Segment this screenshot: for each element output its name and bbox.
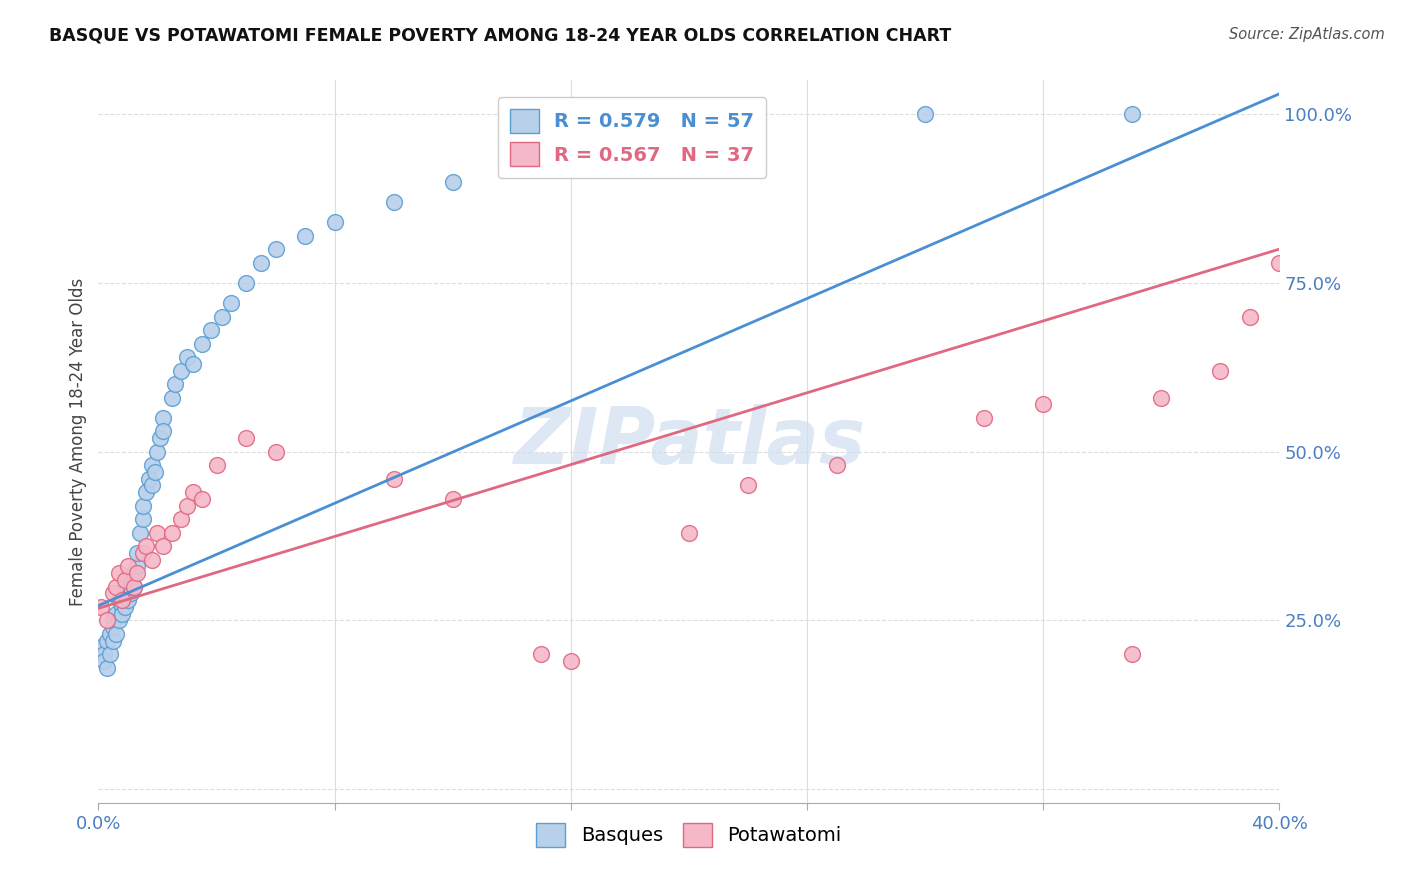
Point: [141, 552, 163, 566]
Point: [176, 499, 198, 513]
Text: Source: ZipAtlas.com: Source: ZipAtlas.com: [1229, 27, 1385, 42]
Point: [176, 350, 198, 364]
Point: [135, 485, 157, 500]
Point: [108, 593, 131, 607]
Point: [114, 599, 136, 614]
Point: [105, 627, 128, 641]
Point: [221, 296, 243, 310]
Point: [441, 175, 464, 189]
Point: [103, 614, 125, 628]
Point: [1239, 310, 1261, 324]
Point: [96, 614, 118, 628]
Point: [143, 465, 166, 479]
Point: [96, 661, 118, 675]
Point: [141, 478, 163, 492]
Point: [93, 654, 115, 668]
Point: [141, 458, 163, 472]
Point: [1209, 364, 1232, 378]
Point: [200, 323, 222, 337]
Point: [737, 478, 759, 492]
Point: [111, 607, 134, 621]
Point: [560, 654, 582, 668]
Point: [122, 580, 145, 594]
Point: [135, 539, 157, 553]
Point: [1121, 107, 1143, 121]
Point: [382, 194, 405, 209]
Point: [117, 559, 139, 574]
Point: [162, 525, 183, 540]
Point: [146, 444, 169, 458]
Point: [132, 499, 155, 513]
Point: [103, 633, 125, 648]
Point: [152, 539, 174, 553]
Point: [181, 357, 204, 371]
Point: [152, 411, 174, 425]
Point: [235, 431, 257, 445]
Point: [191, 491, 214, 506]
Point: [114, 573, 136, 587]
Point: [120, 586, 142, 600]
Legend: Basques, Potawatomi: Basques, Potawatomi: [529, 815, 849, 855]
Point: [125, 559, 148, 574]
Point: [264, 242, 287, 256]
Point: [162, 391, 183, 405]
Point: [825, 458, 848, 472]
Point: [170, 364, 193, 378]
Text: ZIPatlas: ZIPatlas: [513, 403, 865, 480]
Point: [125, 566, 148, 581]
Point: [1268, 255, 1291, 269]
Point: [530, 647, 553, 661]
Point: [98, 627, 121, 641]
Point: [181, 485, 204, 500]
Point: [105, 580, 128, 594]
Point: [96, 633, 118, 648]
Point: [122, 566, 145, 581]
Point: [914, 107, 936, 121]
Point: [125, 546, 148, 560]
Point: [138, 472, 160, 486]
Point: [205, 458, 228, 472]
Y-axis label: Female Poverty Among 18-24 Year Olds: Female Poverty Among 18-24 Year Olds: [69, 277, 87, 606]
Point: [1150, 391, 1173, 405]
Point: [264, 444, 287, 458]
Point: [152, 425, 174, 439]
Point: [117, 593, 139, 607]
Point: [108, 566, 131, 581]
Point: [122, 580, 145, 594]
Point: [90, 599, 112, 614]
Point: [382, 472, 405, 486]
Point: [103, 586, 125, 600]
Point: [191, 336, 214, 351]
Point: [111, 593, 134, 607]
Point: [149, 431, 172, 445]
Point: [1032, 397, 1054, 411]
Point: [103, 620, 125, 634]
Point: [235, 276, 257, 290]
Point: [93, 647, 115, 661]
Point: [132, 512, 155, 526]
Point: [146, 525, 169, 540]
Point: [114, 586, 136, 600]
Point: [120, 580, 142, 594]
Point: [973, 411, 995, 425]
Point: [111, 599, 134, 614]
Point: [211, 310, 233, 324]
Point: [128, 525, 150, 540]
Point: [323, 215, 346, 229]
Point: [170, 512, 193, 526]
Point: [678, 525, 700, 540]
Point: [132, 546, 155, 560]
Point: [108, 614, 131, 628]
Point: [117, 573, 139, 587]
Point: [1121, 647, 1143, 661]
Point: [114, 580, 136, 594]
Point: [105, 607, 128, 621]
Point: [165, 377, 187, 392]
Point: [90, 640, 112, 655]
Point: [294, 228, 316, 243]
Point: [250, 255, 273, 269]
Point: [98, 647, 121, 661]
Text: BASQUE VS POTAWATOMI FEMALE POVERTY AMONG 18-24 YEAR OLDS CORRELATION CHART: BASQUE VS POTAWATOMI FEMALE POVERTY AMON…: [49, 27, 952, 45]
Point: [441, 491, 464, 506]
